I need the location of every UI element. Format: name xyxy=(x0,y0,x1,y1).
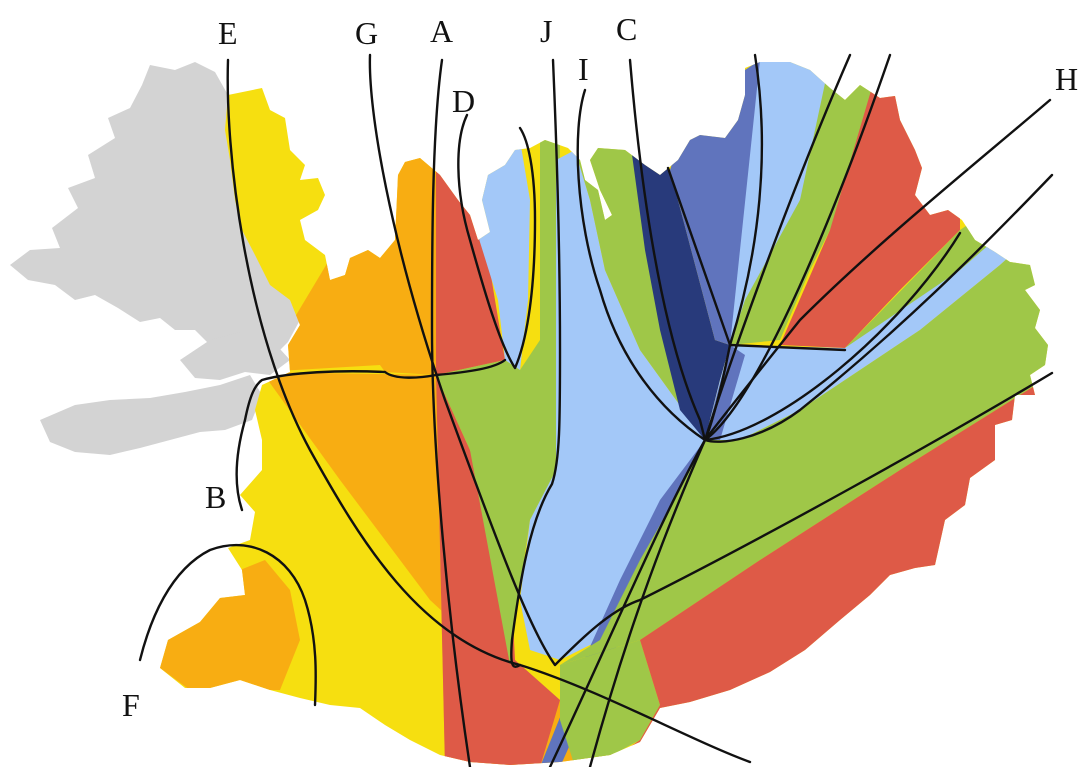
zone-green-south-strip xyxy=(560,640,660,765)
label-C: C xyxy=(616,11,637,47)
grey-snaefellsnes xyxy=(40,375,262,455)
zone-darkblue xyxy=(630,140,730,440)
label-I: I xyxy=(578,51,589,87)
zone-green-centre xyxy=(436,140,560,665)
label-G: G xyxy=(355,15,378,51)
zone-orange-south xyxy=(262,372,660,765)
zone-red-west xyxy=(436,150,505,375)
isogloss-lines xyxy=(138,53,1054,767)
isogloss-F xyxy=(138,543,317,707)
isogloss-east-diag xyxy=(703,173,1054,443)
label-D: D xyxy=(452,83,475,119)
label-A: A xyxy=(430,13,453,49)
zone-orange-sw xyxy=(160,560,300,690)
isogloss-J xyxy=(510,58,562,668)
zone-green-east xyxy=(560,220,1048,665)
grey-middle-peninsula xyxy=(180,332,290,380)
label-H: H xyxy=(1055,61,1078,97)
label-E: E xyxy=(218,15,238,51)
isogloss-labels: E G A J C I D H B F xyxy=(122,11,1078,723)
isogloss-G xyxy=(368,53,1054,667)
isogloss-B xyxy=(235,358,507,512)
isogloss-north-3 xyxy=(703,53,892,442)
isogloss-C xyxy=(628,58,707,442)
label-B: B xyxy=(205,479,226,515)
zone-green-ne xyxy=(730,62,880,345)
zone-lightblue-east xyxy=(705,200,1048,440)
isogloss-H xyxy=(548,98,1052,767)
zone-lightblue-ne xyxy=(730,62,840,345)
label-F: F xyxy=(122,687,140,723)
isogloss-E xyxy=(226,58,752,764)
isogloss-A xyxy=(430,58,472,767)
zone-lightblue-north xyxy=(470,140,530,370)
zone-lightblue-centre xyxy=(520,150,705,660)
isogloss-D xyxy=(457,113,537,370)
label-J: J xyxy=(540,13,552,49)
isogloss-I xyxy=(576,88,962,442)
